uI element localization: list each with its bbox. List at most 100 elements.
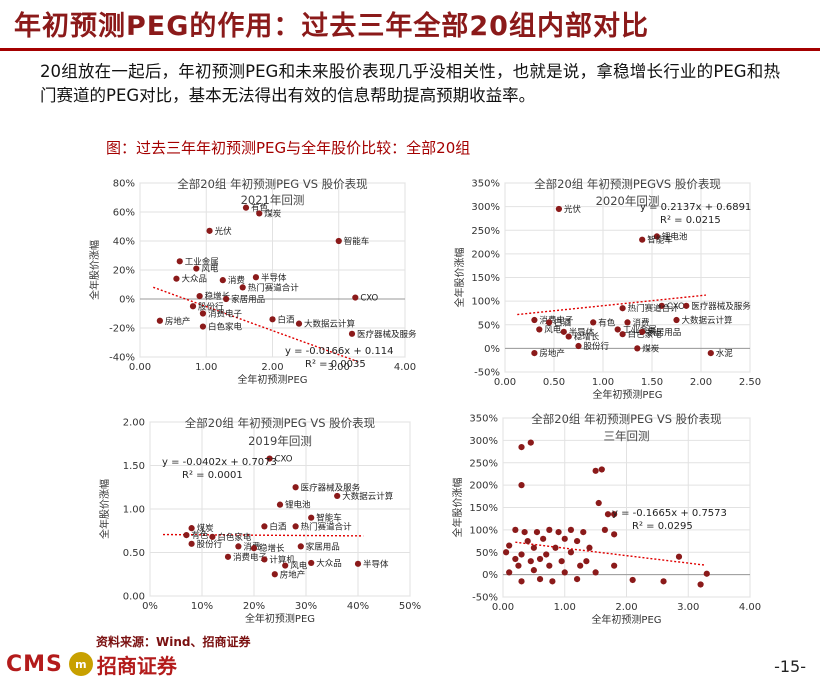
- r-squared: R² = 0.0001: [182, 470, 243, 481]
- data-point: [518, 482, 525, 489]
- data-label: 白色家电: [628, 329, 663, 340]
- data-point: [580, 529, 587, 536]
- x-tick-label: 2.00: [261, 362, 283, 373]
- y-tick-label: 0%: [119, 295, 135, 306]
- x-tick-label: 2.00: [615, 602, 637, 613]
- data-point: [634, 345, 641, 352]
- data-label: 消费电子: [539, 315, 574, 326]
- r-squared: R² = 0.0215: [660, 215, 721, 226]
- data-point: [552, 544, 559, 551]
- data-label: 光伏: [215, 226, 233, 237]
- y-tick-label: 20%: [113, 266, 135, 277]
- data-point: [536, 326, 543, 333]
- data-label: 消费电子: [233, 552, 268, 563]
- chart-title: 全部20组 年初预测PEG VS 股价表现: [531, 412, 721, 426]
- y-tick-label: 250%: [469, 458, 498, 469]
- trendline: [153, 286, 358, 363]
- data-point: [565, 333, 572, 340]
- data-point: [675, 553, 683, 560]
- data-label: 医疗器械及服务: [357, 329, 417, 340]
- data-point: [592, 467, 599, 474]
- data-label: 煤炭: [197, 523, 215, 534]
- x-tick-label: 2.50: [739, 377, 761, 388]
- data-point: [261, 556, 268, 563]
- data-point: [555, 529, 562, 536]
- data-label: 光伏: [564, 204, 582, 215]
- chart-title: 全部20组 年初预测PEG VS 股价表现: [177, 177, 367, 191]
- data-point: [703, 570, 710, 577]
- data-label: 大数据云计算: [342, 491, 394, 502]
- data-label: 锂电池: [285, 500, 311, 511]
- y-tick-label: -40%: [109, 353, 135, 364]
- x-tick-label: 0.00: [129, 362, 151, 373]
- data-point: [531, 350, 538, 357]
- data-label: 智能车: [647, 235, 673, 246]
- data-label: 稳增长: [205, 291, 231, 302]
- data-point: [292, 523, 299, 530]
- data-label: 煤炭: [642, 343, 660, 354]
- x-tick-label: 1.00: [592, 377, 614, 388]
- x-tick-label: 1.00: [554, 602, 576, 613]
- data-point: [502, 549, 510, 556]
- y-axis-label: 全年股价涨幅: [88, 240, 101, 300]
- data-point: [590, 319, 597, 326]
- data-point: [639, 236, 646, 243]
- x-axis-label: 全年初预测PEG: [592, 388, 662, 401]
- data-point: [518, 551, 525, 558]
- data-point: [619, 331, 626, 338]
- data-point: [533, 529, 541, 536]
- data-label: CXO: [275, 455, 293, 465]
- y-tick-label: 80%: [113, 179, 135, 190]
- x-tick-label: 0%: [142, 601, 158, 612]
- data-label: 白色家电: [217, 532, 252, 543]
- trend-equation: y = -0.1665x + 0.7573: [612, 508, 727, 519]
- x-tick-label: 3.00: [328, 362, 350, 373]
- data-point: [250, 545, 258, 552]
- data-label: 有色: [598, 317, 616, 328]
- data-point: [583, 558, 590, 565]
- data-point: [536, 576, 544, 583]
- trend-equation: y = 0.2137x + 0.6891: [640, 202, 751, 213]
- x-tick-label: 10%: [191, 601, 213, 612]
- data-point: [295, 320, 303, 327]
- data-point: [697, 581, 704, 588]
- data-label: 大数据云计算: [304, 319, 356, 330]
- data-label: 工业金属: [623, 324, 657, 335]
- intro-paragraph: 20组放在一起后，年初预测PEG和未来股价表现几乎没相关性，也就是说，拿稳增长行…: [40, 62, 780, 105]
- data-label: 房地产: [280, 569, 306, 580]
- data-point: [614, 326, 621, 333]
- logo-badge-icon: m: [68, 652, 93, 676]
- data-point: [352, 294, 359, 301]
- data-point: [209, 533, 216, 540]
- data-point: [546, 319, 553, 326]
- x-tick-label: 30%: [295, 601, 317, 612]
- data-label: 房地产: [165, 316, 191, 327]
- x-tick-label: 0.50: [543, 377, 565, 388]
- data-point: [673, 316, 680, 324]
- data-point: [223, 295, 230, 303]
- data-point: [540, 535, 547, 542]
- data-label: 风电: [544, 324, 562, 335]
- data-point: [530, 544, 537, 551]
- y-tick-label: 0.00: [123, 592, 145, 603]
- data-label: 家居用品: [306, 541, 340, 552]
- data-point: [574, 576, 581, 583]
- data-point: [183, 532, 190, 539]
- x-tick-label: 2.00: [690, 377, 712, 388]
- data-label: 白酒: [554, 317, 572, 328]
- data-label: 半导体: [261, 272, 287, 283]
- y-tick-label: 1.00: [123, 505, 145, 516]
- y-tick-label: 200%: [471, 249, 500, 260]
- data-point: [595, 499, 602, 507]
- data-point: [546, 526, 553, 533]
- data-point: [683, 302, 690, 309]
- data-point: [242, 204, 250, 211]
- data-point: [611, 531, 618, 538]
- data-point: [567, 549, 575, 556]
- data-point: [543, 551, 550, 558]
- x-tick-label: 40%: [347, 601, 369, 612]
- y-tick-label: 300%: [469, 436, 498, 447]
- x-axis-label: 全年初预测PEG: [237, 373, 307, 386]
- data-label: 大数据云计算: [682, 315, 734, 326]
- data-point: [707, 350, 714, 357]
